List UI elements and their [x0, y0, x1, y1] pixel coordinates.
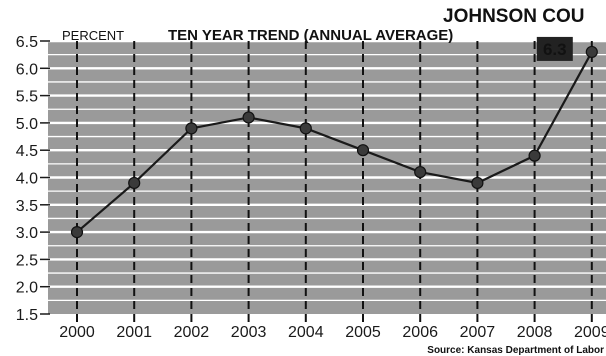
x-tick-label: 2006: [402, 324, 438, 341]
x-tick-label: 2001: [116, 324, 152, 341]
data-point: [585, 45, 598, 59]
data-point: [356, 144, 370, 157]
y-tick-label: 6.5: [16, 34, 38, 51]
x-tick-label: 2005: [345, 324, 381, 341]
data-point: [471, 176, 484, 190]
vertical-dash-lines: [76, 41, 593, 322]
highlight-badge-box: [536, 36, 573, 61]
y-tick-label: 4.5: [16, 143, 38, 160]
y-tick-labels: 1.5 2.0 2.5 3.0 3.5 4.0 4.5 5.0 5.5 6.0 6.5: [16, 34, 38, 324]
y-tick-label: 5.0: [16, 116, 38, 133]
data-point: [299, 122, 312, 135]
x-tick-label: 2000: [59, 324, 95, 341]
series-line: [76, 51, 593, 233]
data-point: [528, 149, 541, 162]
y-tick-label: 6.0: [16, 61, 38, 78]
y-tick-label: 2.5: [16, 252, 38, 269]
y-axis-label: PERCENT: [62, 28, 124, 43]
data-point: [414, 165, 427, 179]
source-note: Source: Kansas Department of Labor: [427, 345, 604, 356]
data-points: [70, 45, 598, 239]
highlight-badge: 6.3: [536, 36, 573, 61]
chart-title: TEN YEAR TREND (ANNUAL AVERAGE): [168, 27, 453, 44]
y-tick-label: 1.5: [16, 307, 38, 324]
highlight-badge-label: 6.3: [543, 40, 567, 59]
x-tick-label: 2003: [231, 324, 267, 341]
x-tick-label: 2008: [517, 324, 553, 341]
gridlines: [48, 39, 606, 302]
data-point: [70, 226, 84, 239]
data-point: [242, 111, 255, 124]
x-tick-label: 2007: [460, 324, 496, 341]
y-tick-marks: [40, 40, 50, 315]
data-point: [128, 176, 141, 190]
x-tick-label: 2002: [174, 324, 210, 341]
y-tick-label: 5.5: [16, 89, 38, 106]
y-tick-label: 3.5: [16, 198, 38, 215]
y-tick-label: 4.0: [16, 171, 38, 188]
y-tick-label: 3.0: [16, 225, 38, 242]
x-tick-label: 2009: [574, 324, 606, 341]
x-tick-labels: 2000 2001 2002 2003 2004 2005 2006 2007 2008 2009: [59, 324, 606, 341]
x-tick-label: 2004: [288, 324, 324, 341]
y-tick-label: 2.0: [16, 280, 38, 297]
data-point: [185, 122, 198, 135]
chart-headline: JOHNSON COU: [443, 6, 584, 27]
